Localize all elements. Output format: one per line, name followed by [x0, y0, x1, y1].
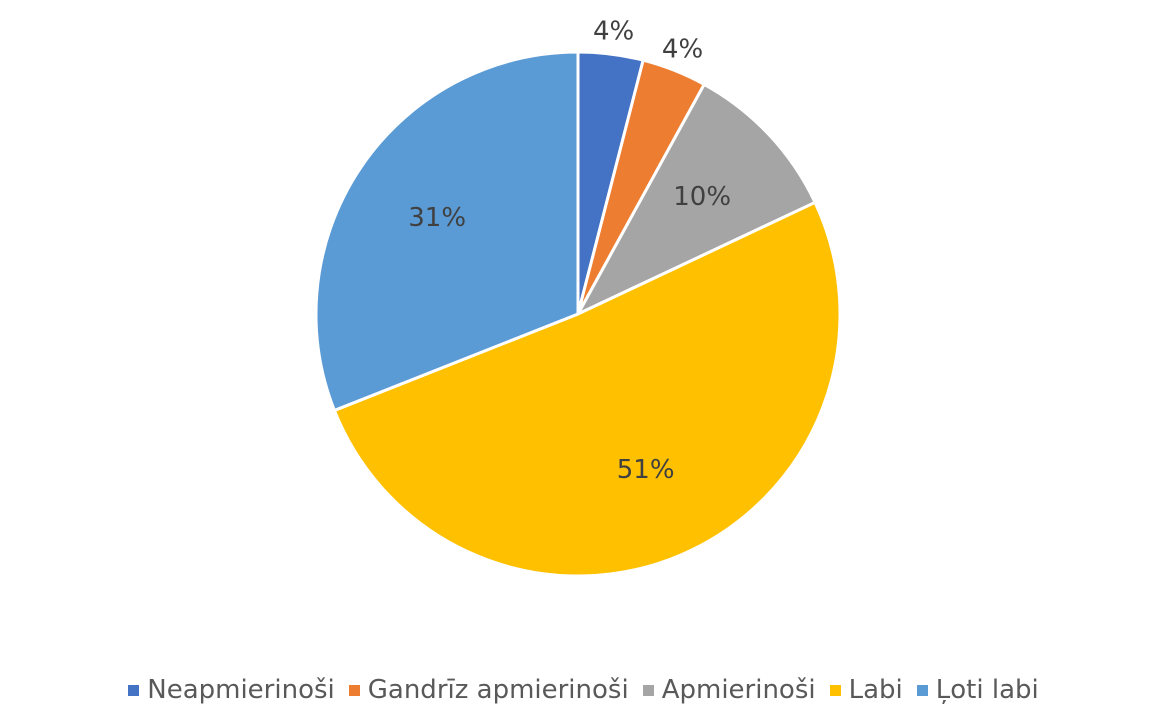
legend-label: Neapmierinoši [147, 675, 335, 705]
legend-item: Gandrīz apmierinoši [348, 675, 629, 705]
legend-label: Ļoti labi [935, 675, 1039, 705]
data-label: 31% [408, 203, 466, 233]
legend-swatch [829, 684, 841, 696]
pie-slice [574, 82, 818, 318]
pie-slice [332, 200, 842, 578]
legend-item: Neapmierinoši [128, 675, 335, 705]
legend-swatch [642, 684, 654, 696]
pie-slice [314, 50, 580, 413]
legend-label: Gandrīz apmierinoši [367, 675, 629, 705]
data-label: 10% [673, 182, 731, 212]
data-label: 51% [617, 455, 675, 485]
legend-item: Labi [829, 675, 903, 705]
legend-item: Apmierinoši [642, 675, 816, 705]
legend-swatch [348, 684, 360, 696]
legend-label: Labi [848, 675, 903, 705]
legend-swatch [128, 684, 140, 696]
legend-item: Ļoti labi [916, 675, 1039, 705]
data-label: 4% [593, 17, 634, 47]
legend-swatch [916, 684, 928, 696]
chart: 4% 4% 10% 51% 31% [314, 17, 842, 578]
legend: Neapmierinoši Gandrīz apmierinoši Apmierin… [0, 668, 1167, 712]
legend-label: Apmierinoši [661, 675, 816, 705]
data-label: 4% [662, 34, 703, 64]
